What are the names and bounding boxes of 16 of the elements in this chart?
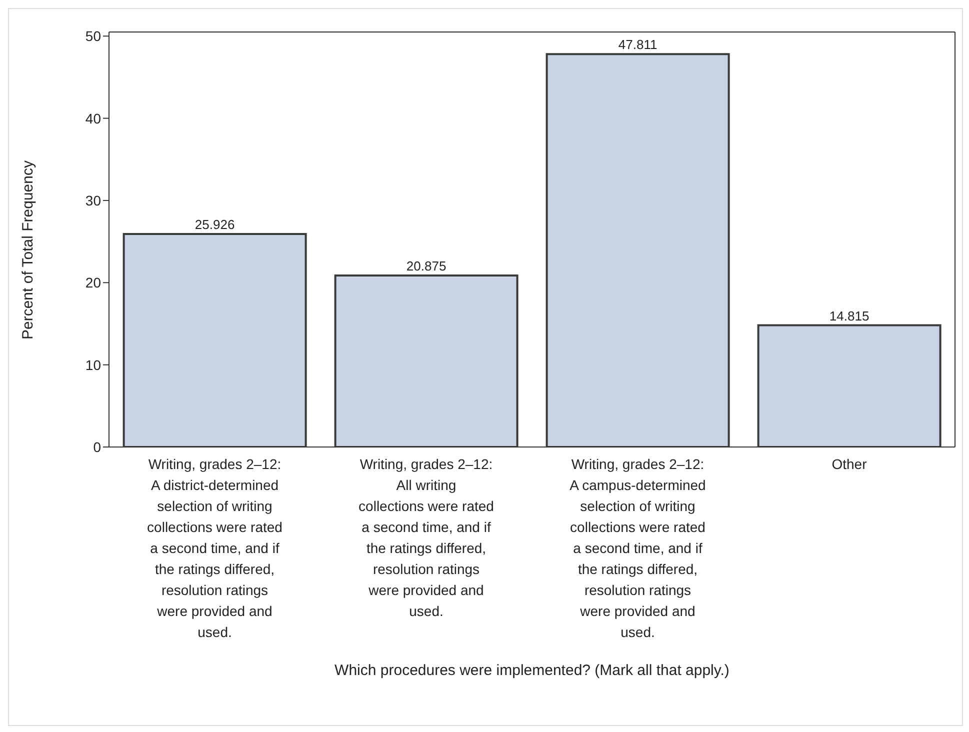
y-tick-label: 0 xyxy=(93,438,102,455)
y-axis-title: Percent of Total Frequency xyxy=(19,160,36,340)
data-label: 14.815 xyxy=(829,308,870,324)
category-label: Writing, grades 2–12: A district-determined selection of writing collections were rated a second time, and if the ratings differed, resolution ratings were provided and used. xyxy=(147,456,282,640)
data-label: 25.926 xyxy=(194,216,235,232)
data-label: 47.811 xyxy=(618,37,658,52)
y-tick-label: 50 xyxy=(85,28,102,44)
y-tick-label: 10 xyxy=(85,356,102,373)
x-tick-label: Other xyxy=(832,456,868,472)
x-tick-label: Writing, grades 2–12: All writing collections were rated a second time, and if the ratings differed, resolution ratings were provided and used. xyxy=(358,456,494,619)
category-label: Writing, grades 2–12: A campus-determined selection of writing collections were rated a second time, and if the ratings differed, resolution ratings were provided and used. xyxy=(570,456,706,640)
y-tick-label: 30 xyxy=(85,192,102,208)
y-tick-label: 40 xyxy=(85,110,102,126)
x-axis-title: Which procedures were implemented? (Mark all that apply.) xyxy=(334,662,730,679)
y-tick-label: 20 xyxy=(85,274,102,291)
data-label: 20.875 xyxy=(406,258,446,274)
